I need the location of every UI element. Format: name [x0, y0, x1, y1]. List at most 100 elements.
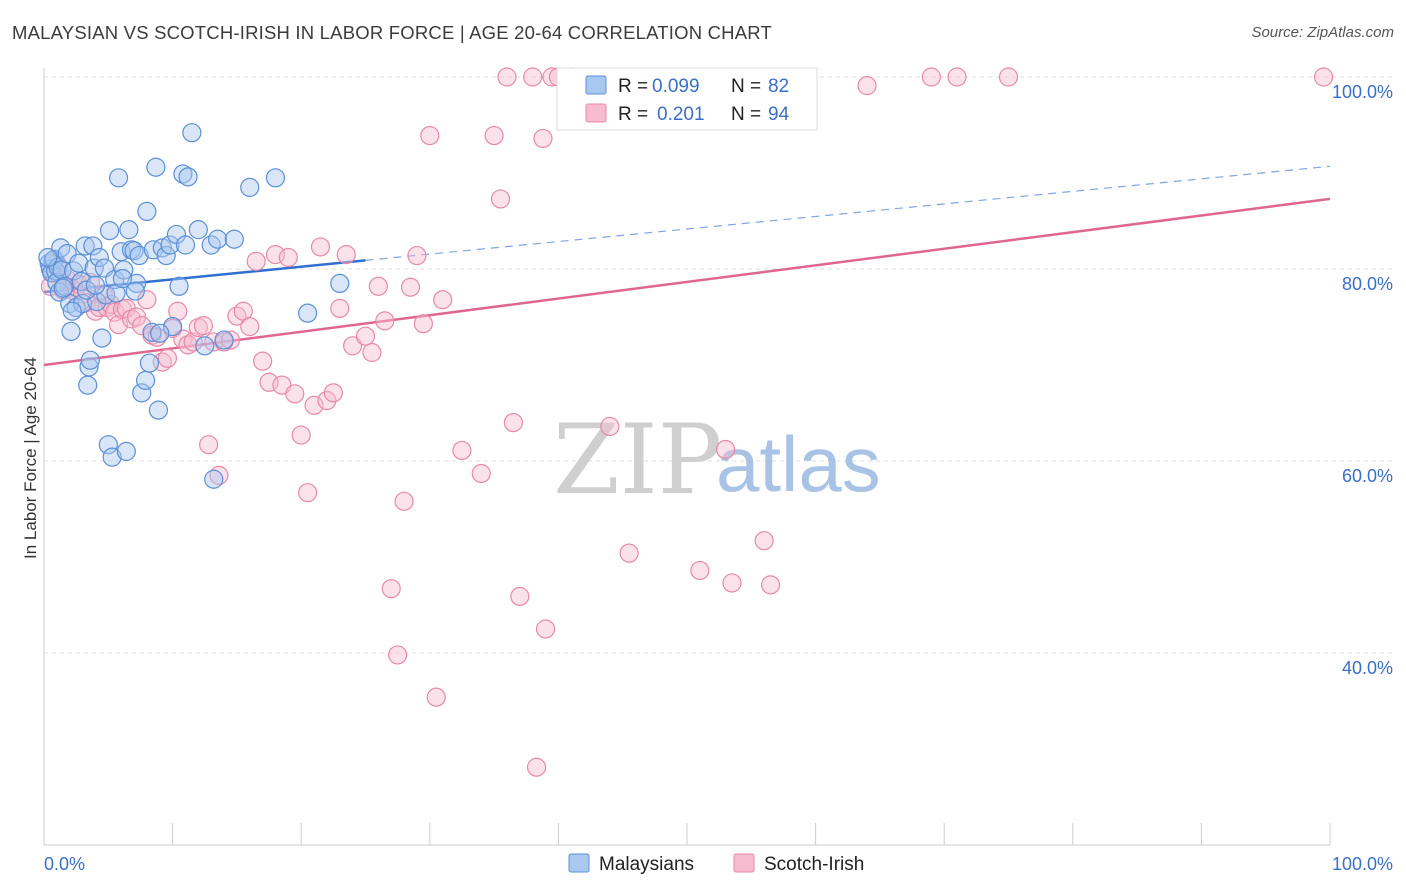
malaysians-point [178, 167, 198, 187]
scotch-irish-point [291, 425, 311, 445]
legend-n-value-malaysians: 82 [768, 76, 789, 97]
scotch-irish-point [510, 586, 530, 606]
malaysians-point [89, 247, 109, 268]
malaysians-point [61, 321, 81, 341]
malaysians-point [156, 245, 176, 266]
scotch-irish-point [240, 317, 260, 337]
malaysians-point [214, 330, 234, 350]
legend-n-label-malaysians: N = [731, 76, 761, 97]
scotch-irish-point [715, 439, 736, 460]
malaysians-points [38, 123, 350, 489]
scotch-irish-point [407, 245, 427, 266]
legend-bottom-malaysians-swatch [568, 853, 590, 873]
x-tick-label-min: 0.0% [44, 854, 85, 874]
malaysians-point [76, 280, 97, 300]
malaysians-point [80, 350, 100, 370]
scotch-irish-trend-line [43, 197, 1331, 367]
scotch-irish-point [497, 67, 517, 87]
y-tick-label: 40.0% [1342, 658, 1393, 678]
scotch-irish-point [619, 543, 639, 563]
scotch-irish-point [533, 128, 553, 149]
malaysians-trend [43, 165, 1331, 294]
malaysians-point [160, 235, 180, 255]
scotch-irish-point [503, 413, 523, 433]
malaysians-point [146, 157, 166, 177]
scotch-irish-point [760, 575, 781, 595]
scotch-irish-point [253, 351, 273, 371]
malaysians-point [99, 221, 120, 241]
scotch-irish-point [375, 311, 395, 331]
scotch-irish-point [523, 67, 543, 87]
legend-top: R = 0.099 N = 82 R = 0.201 N = 94 [556, 67, 818, 131]
scotch-irish-point [754, 531, 774, 551]
malaysians-point [148, 400, 169, 420]
legend-n-label-scotch-irish: N = [731, 104, 761, 125]
scotch-irish-point [209, 465, 229, 485]
scotch-irish-point [433, 290, 453, 310]
scotch-irish-point [132, 316, 152, 336]
scotch-irish-point [304, 395, 324, 415]
scotch-irish-point [317, 390, 337, 411]
scotch-irish-point [947, 67, 967, 87]
x-tick-label-max: 100.0% [1332, 854, 1393, 874]
y-tick-label: 100.0% [1332, 82, 1393, 102]
scotch-irish-point [921, 67, 941, 87]
malaysians-point [106, 283, 126, 303]
malaysians-point [62, 301, 82, 321]
malaysians-point [137, 201, 157, 221]
scotch-irish-point [600, 416, 620, 437]
malaysians-point [135, 370, 156, 390]
malaysians-point [116, 441, 136, 461]
legend-r-label-malaysians: R = [618, 76, 648, 97]
watermark-atlas: atlas [716, 420, 881, 508]
scotch-irish-point [157, 348, 178, 368]
scotch-irish-point [426, 687, 446, 707]
malaysians-point [150, 323, 170, 343]
malaysians-point [224, 229, 244, 249]
scotch-irish-point [484, 125, 504, 146]
malaysians-point [265, 168, 286, 188]
malaysians-point [240, 177, 260, 197]
legend-r-value-scotch-irish: 0.201 [657, 104, 705, 125]
chart-source: Source: ZipAtlas.com [1251, 24, 1394, 41]
scotch-irish-point [400, 277, 421, 297]
scotch-irish-trend [43, 197, 1331, 367]
scotch-irish-point [535, 619, 556, 639]
malaysians-point [112, 269, 133, 289]
scotch-irish-point [490, 189, 511, 209]
malaysians-point [79, 357, 99, 377]
scotch-irish-point [183, 332, 203, 352]
malaysians-point [98, 435, 118, 455]
scotch-irish-point [690, 560, 710, 581]
scotch-irish-point [368, 276, 388, 296]
malaysians-point [169, 276, 189, 296]
scotch-irish-point [246, 251, 266, 271]
scotch-irish-point [388, 645, 408, 665]
scotch-irish-point [278, 247, 298, 268]
malaysians-point [142, 322, 162, 342]
legend-r-value-malaysians: 0.099 [652, 76, 700, 97]
malaysians-point [330, 273, 350, 293]
x-ticks [43, 823, 1331, 845]
malaysians-point [38, 247, 58, 268]
scotch-irish-point [343, 336, 363, 356]
y-tick-labels: 40.0% 60.0% 80.0% 100.0% [1332, 82, 1393, 678]
scotch-irish-point [526, 757, 547, 777]
y-tick-label: 60.0% [1342, 466, 1393, 486]
scotch-irish-point [420, 125, 440, 146]
watermark-zip: ZIP [553, 404, 722, 516]
scotch-irish-point [199, 435, 219, 455]
scotch-irish-point [105, 302, 125, 322]
scotch-irish-point [355, 326, 376, 346]
malaysians-point [92, 328, 112, 348]
scotch-irish-point [193, 316, 214, 336]
malaysians-point [204, 469, 224, 489]
scotch-irish-point [323, 383, 343, 403]
scotch-irish-point [394, 491, 414, 511]
malaysians-point [182, 123, 202, 143]
malaysians-point [132, 383, 152, 403]
malaysians-point [175, 235, 196, 255]
malaysians-trend-extension [365, 165, 1331, 261]
malaysians-point [195, 336, 215, 356]
